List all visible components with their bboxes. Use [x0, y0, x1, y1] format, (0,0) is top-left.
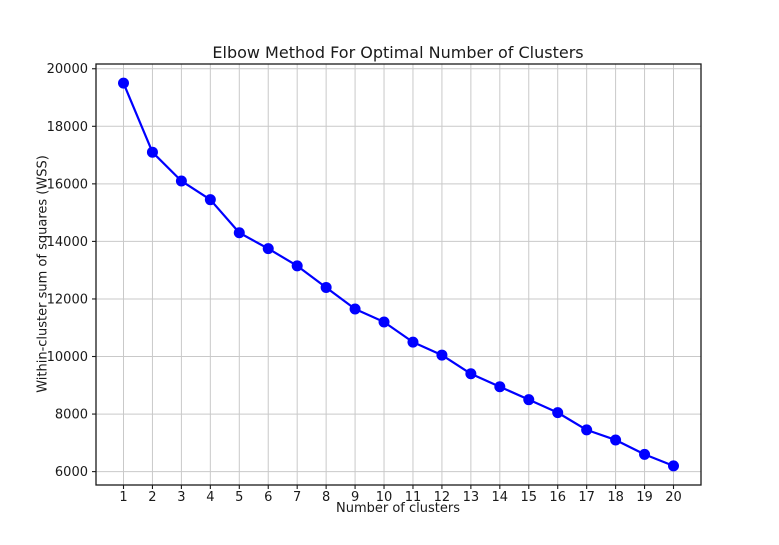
data-point-marker [494, 381, 506, 393]
x-tick-label: 17 [578, 490, 595, 505]
data-point-marker [639, 448, 651, 460]
data-point-marker [436, 349, 448, 361]
data-point-marker [204, 194, 216, 206]
data-point-marker [175, 175, 187, 187]
x-tick-label: 5 [235, 490, 243, 505]
data-point-marker [233, 227, 245, 239]
y-tick-label: 14000 [47, 235, 88, 250]
y-tick-label: 10000 [47, 350, 88, 365]
data-point-marker [610, 434, 622, 446]
x-tick-label: 20 [665, 490, 682, 505]
data-point-marker [552, 407, 564, 419]
x-tick-label: 8 [322, 490, 330, 505]
x-axis-label: Number of clusters [335, 501, 461, 516]
y-axis-label: Within-cluster sum of squares (WSS) [35, 155, 51, 393]
x-tick-label: 4 [206, 490, 214, 505]
y-tick-label: 6000 [55, 465, 88, 480]
data-point-marker [407, 336, 419, 348]
data-point-marker [146, 146, 158, 158]
x-tick-label: 16 [549, 490, 566, 505]
data-point-marker [291, 260, 303, 272]
y-tick-label: 20000 [47, 62, 88, 77]
data-point-marker [465, 368, 477, 380]
x-tick-label: 6 [264, 490, 272, 505]
x-tick-label: 1 [119, 490, 127, 505]
y-tick-label: 12000 [47, 292, 88, 307]
x-tick-label: 3 [177, 490, 185, 505]
x-tick-label: 14 [492, 490, 509, 505]
x-tick-label: 15 [520, 490, 537, 505]
data-point-marker [378, 316, 390, 328]
data-point-marker [320, 281, 332, 293]
wss-line [122, 82, 675, 467]
data-point-marker [349, 303, 361, 315]
x-tick-label: 11 [405, 490, 422, 505]
x-tick-label: 7 [293, 490, 301, 505]
data-point-marker [523, 394, 535, 406]
x-tick-label: 13 [463, 490, 480, 505]
data-point-marker [581, 424, 593, 436]
axes-spines [95, 63, 702, 486]
y-tick-label: 16000 [47, 177, 88, 192]
x-tick-label: 10 [376, 490, 393, 505]
data-point-marker [668, 460, 679, 472]
data-point-marker [262, 243, 274, 255]
y-tick-label: 8000 [55, 408, 88, 423]
chart-title: Elbow Method For Optimal Number of Clust… [212, 43, 584, 62]
data-point-marker [118, 77, 129, 89]
x-tick-label: 12 [434, 490, 451, 505]
x-tick-label: 9 [351, 490, 359, 505]
x-tick-label: 2 [148, 490, 156, 505]
y-tick-label: 18000 [47, 120, 88, 135]
x-tick-label: 18 [607, 490, 624, 505]
x-tick-label: 19 [636, 490, 653, 505]
